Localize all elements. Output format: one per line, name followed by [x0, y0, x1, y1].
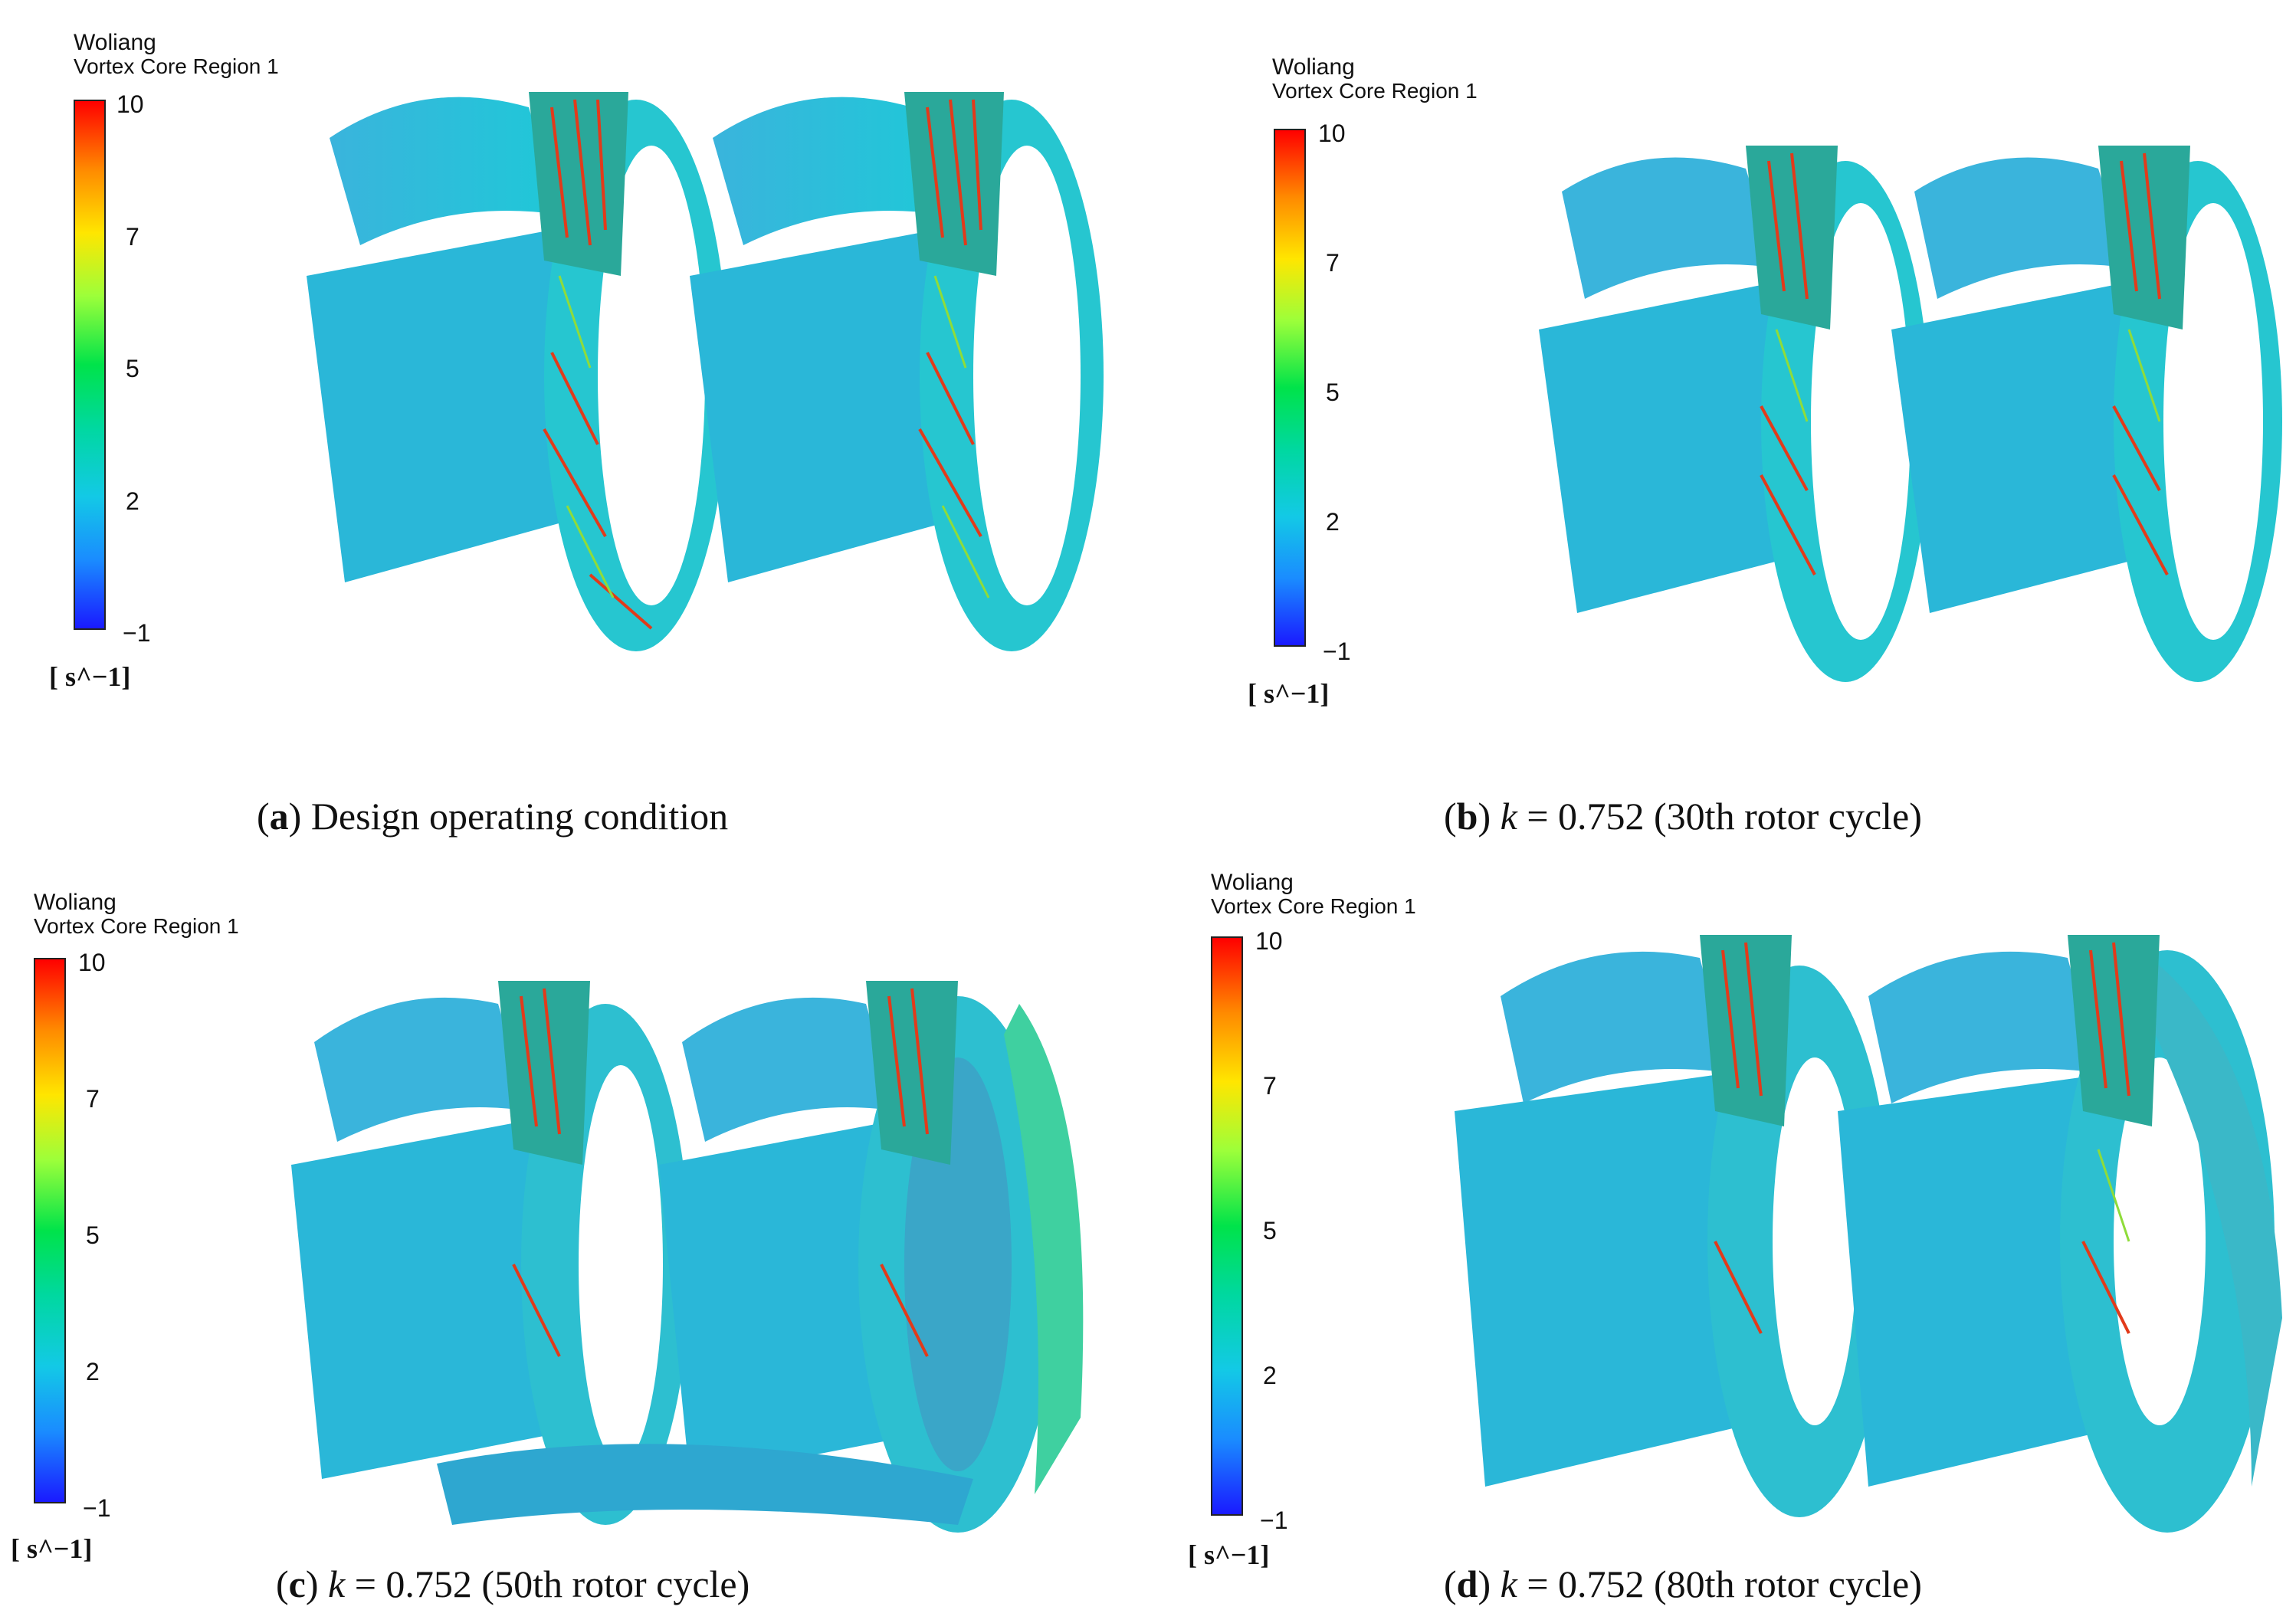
caption-d: (d) k = 0.752 (80th rotor cycle) [1444, 1562, 1922, 1605]
unit-label: [ s^−1] [1248, 678, 1330, 709]
tick-label: 7 [1263, 1072, 1277, 1100]
legend-title-line1: Woliang [1272, 54, 1355, 80]
legend-title-line2: Vortex Core Region 1 [1211, 894, 1416, 918]
rotor-right [1891, 146, 2282, 682]
unit-label: [ s^−1] [1188, 1539, 1270, 1570]
rotor-right [1838, 935, 2282, 1533]
color-bar [34, 958, 66, 1503]
caption-a: (a) Design operating condition [257, 795, 729, 838]
tick-label: 2 [126, 487, 139, 515]
tick-label: 7 [126, 223, 139, 251]
panel-b: Woliang Vortex Core Region 1 10 7 5 2 −1… [1148, 0, 2296, 843]
tick-label: −1 [123, 619, 151, 647]
unit-label: [ s^−1] [11, 1533, 93, 1564]
rotor-right [690, 92, 1104, 651]
rotor-left [1455, 935, 1891, 1517]
tick-label: 5 [86, 1221, 100, 1249]
color-bar [74, 100, 106, 630]
rotor-left [291, 981, 690, 1525]
tick-label: −1 [1323, 638, 1351, 665]
vortex-core-visualization [307, 92, 1104, 651]
tick-label: 10 [78, 949, 106, 976]
color-bar [1274, 129, 1306, 647]
legend-title-line1: Woliang [1211, 870, 1294, 895]
rotor-left [1539, 146, 1930, 682]
legend-title: Woliang Vortex Core Region 1 [1272, 55, 1478, 103]
legend-title: Woliang Vortex Core Region 1 [34, 890, 239, 938]
legend-title-line2: Vortex Core Region 1 [74, 54, 279, 78]
color-bar [1211, 936, 1243, 1516]
tick-label: 5 [1326, 379, 1340, 406]
unit-label: [ s^−1] [49, 661, 131, 692]
tick-label: 2 [86, 1358, 100, 1385]
caption-b: (b) k = 0.752 (30th rotor cycle) [1444, 795, 1922, 838]
caption-c: (c) k = 0.752 (50th rotor cycle) [276, 1562, 750, 1605]
tick-label: 2 [1326, 508, 1340, 536]
panel-d: Woliang Vortex Core Region 1 10 7 5 2 −1… [1148, 843, 2296, 1623]
tick-label: −1 [83, 1494, 111, 1522]
vortex-core-visualization [1455, 935, 2282, 1533]
rotor-left [307, 92, 728, 651]
legend-title-line2: Vortex Core Region 1 [34, 914, 239, 938]
tick-label: 7 [1326, 249, 1340, 277]
panel-a: Woliang Vortex Core Region 1 10 7 5 2 −1… [0, 0, 1148, 843]
tick-label: 2 [1263, 1362, 1277, 1389]
wake-region [437, 1444, 973, 1525]
tick-label: −1 [1260, 1507, 1288, 1534]
legend-title-line2: Vortex Core Region 1 [1272, 79, 1478, 103]
legend-title-line1: Woliang [34, 890, 116, 915]
vortex-core-visualization [1539, 146, 2282, 682]
tick-label: 5 [1263, 1217, 1277, 1244]
legend-title: Woliang Vortex Core Region 1 [1211, 871, 1416, 918]
rotor-right [659, 981, 1084, 1533]
tick-label: 10 [1255, 927, 1283, 955]
panel-c: Woliang Vortex Core Region 1 10 7 5 2 −1… [0, 843, 1148, 1623]
vortex-core-visualization [291, 981, 1084, 1533]
tick-label: 10 [1318, 120, 1346, 147]
legend-title: Woliang Vortex Core Region 1 [74, 31, 279, 78]
tick-label: 5 [126, 355, 139, 382]
legend-title-line1: Woliang [74, 30, 156, 55]
tick-label: 7 [86, 1085, 100, 1113]
tick-label: 10 [116, 90, 144, 118]
